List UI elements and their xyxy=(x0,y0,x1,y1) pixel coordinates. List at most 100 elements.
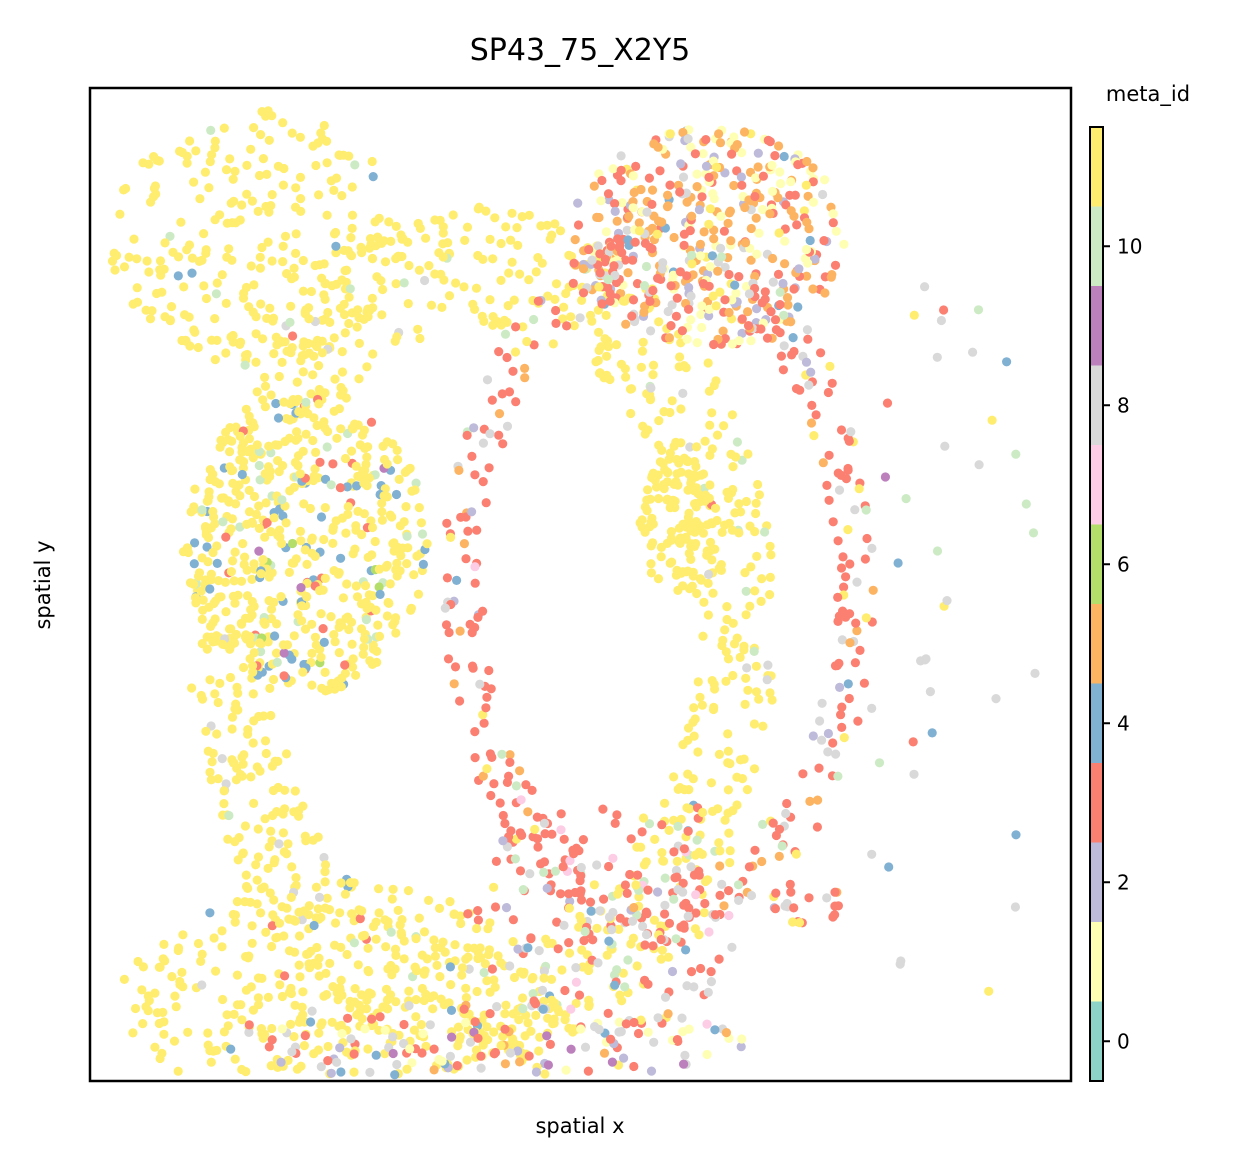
data-point xyxy=(328,982,338,992)
data-point xyxy=(740,238,751,248)
data-point xyxy=(326,612,336,622)
data-point xyxy=(170,991,180,1001)
data-point xyxy=(817,698,827,708)
data-point xyxy=(478,254,488,264)
data-point xyxy=(822,893,832,903)
data-point xyxy=(438,937,448,947)
data-point xyxy=(267,836,277,846)
data-point xyxy=(728,670,738,681)
data-point xyxy=(617,198,627,208)
data-point xyxy=(212,558,222,569)
data-point xyxy=(422,539,432,549)
data-point xyxy=(614,243,625,253)
data-point xyxy=(481,703,491,713)
data-point xyxy=(367,156,377,167)
data-point xyxy=(578,835,589,845)
data-point xyxy=(249,280,259,290)
data-point xyxy=(723,654,734,664)
data-point xyxy=(727,410,738,420)
data-point xyxy=(756,324,766,334)
data-point xyxy=(523,1018,533,1028)
data-point xyxy=(362,452,372,462)
data-point xyxy=(242,565,252,575)
data-point xyxy=(241,881,252,892)
data-point xyxy=(306,389,316,399)
data-point xyxy=(391,950,401,961)
data-point xyxy=(714,749,725,760)
data-point xyxy=(196,956,206,967)
data-point xyxy=(352,481,362,491)
data-point xyxy=(186,578,197,588)
data-point xyxy=(145,314,156,324)
data-point xyxy=(692,835,702,845)
data-point xyxy=(178,982,188,992)
data-point xyxy=(641,261,652,272)
data-point xyxy=(190,484,200,494)
data-point xyxy=(773,193,783,203)
data-point xyxy=(150,988,160,998)
data-point xyxy=(357,906,367,916)
data-point xyxy=(241,985,251,995)
data-point xyxy=(382,611,392,621)
data-point xyxy=(763,660,773,670)
data-point xyxy=(225,672,236,683)
data-point xyxy=(699,908,709,918)
data-point xyxy=(470,562,480,572)
data-point xyxy=(321,278,331,289)
data-point xyxy=(627,311,637,321)
colorbar-band xyxy=(1090,604,1103,684)
data-point xyxy=(556,825,566,835)
data-point xyxy=(580,1042,591,1052)
data-point xyxy=(280,785,290,795)
data-point xyxy=(507,208,517,218)
data-point xyxy=(490,902,501,912)
data-point xyxy=(231,699,241,709)
data-point xyxy=(616,1027,626,1037)
data-point xyxy=(691,539,701,549)
data-point xyxy=(751,508,761,519)
data-point xyxy=(607,925,617,935)
data-point xyxy=(281,518,291,528)
data-point xyxy=(488,254,498,264)
data-point xyxy=(735,652,745,663)
data-point xyxy=(653,494,664,504)
data-point xyxy=(834,658,844,669)
data-point xyxy=(331,279,342,289)
data-point xyxy=(497,389,507,399)
data-point xyxy=(703,987,713,998)
data-point xyxy=(636,362,647,372)
data-point xyxy=(209,512,219,522)
data-point xyxy=(628,171,638,181)
data-point xyxy=(351,461,361,471)
data-point xyxy=(421,1041,431,1051)
data-point xyxy=(288,331,298,341)
data-point xyxy=(350,544,360,554)
data-point xyxy=(244,485,254,495)
data-point xyxy=(215,442,225,452)
data-point xyxy=(780,901,790,911)
data-point xyxy=(707,444,718,454)
data-point xyxy=(750,845,760,855)
data-point xyxy=(206,775,216,785)
data-point xyxy=(534,946,544,956)
data-point xyxy=(705,480,715,490)
data-point xyxy=(382,437,392,447)
data-point xyxy=(267,921,277,931)
data-point xyxy=(776,351,787,361)
data-point xyxy=(715,861,725,871)
data-point xyxy=(455,1032,465,1042)
data-point xyxy=(248,689,258,699)
data-point xyxy=(302,559,312,570)
data-point xyxy=(412,551,422,561)
data-point xyxy=(240,552,250,562)
data-point xyxy=(249,123,259,133)
data-point xyxy=(479,967,489,978)
data-point xyxy=(405,1044,415,1054)
data-point xyxy=(310,464,320,474)
data-point xyxy=(262,518,272,528)
data-point xyxy=(691,908,701,918)
data-point xyxy=(584,244,594,255)
data-point xyxy=(699,227,709,237)
data-point xyxy=(316,512,327,522)
